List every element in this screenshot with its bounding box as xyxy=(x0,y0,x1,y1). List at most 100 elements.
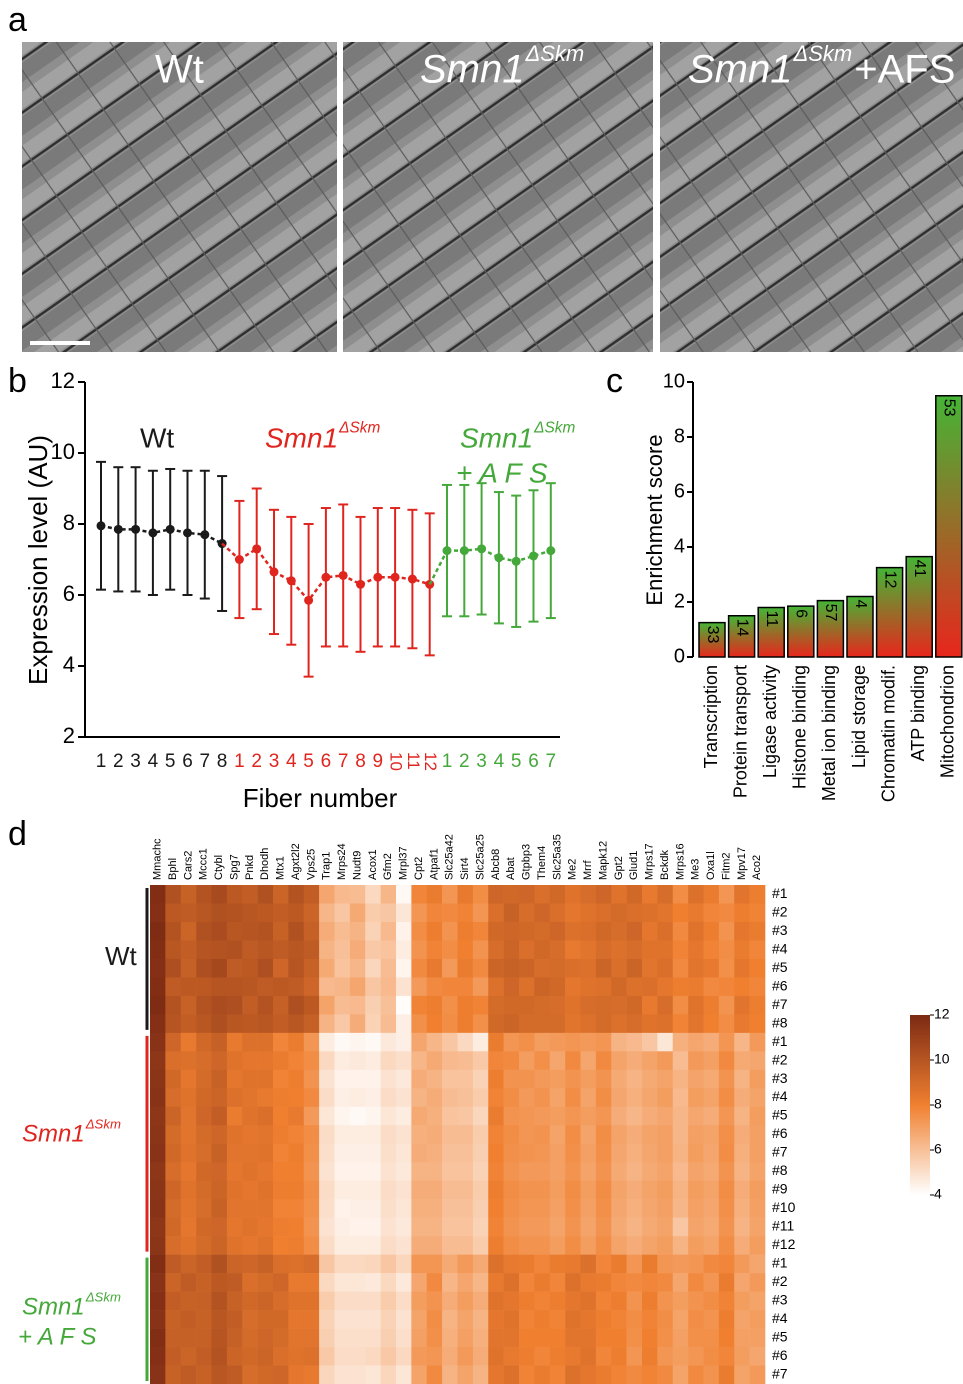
heatmap-cell xyxy=(396,1236,412,1255)
heatmap-cell xyxy=(657,1014,674,1034)
heatmap-cell xyxy=(503,1162,520,1182)
heatmap-cell xyxy=(334,885,351,904)
heatmap-cell xyxy=(580,1125,597,1145)
heatmap-cell xyxy=(226,1328,243,1348)
heatmap-cell xyxy=(472,1199,489,1218)
heatmap-cell xyxy=(688,1310,704,1329)
heatmap-cell xyxy=(718,1217,735,1237)
heatmap-cell xyxy=(288,1291,305,1311)
heatmap-cell xyxy=(165,1125,182,1145)
heatmap-cell xyxy=(442,1162,458,1182)
heatmap-cell xyxy=(488,1051,504,1071)
heatmap-cell xyxy=(718,1051,735,1071)
heatmap-cell xyxy=(411,940,428,960)
heatmap-cell xyxy=(472,977,489,997)
heatmap-cell xyxy=(503,1088,520,1108)
x-tick-label: 7 xyxy=(200,751,211,772)
heatmap-cell xyxy=(273,1069,289,1089)
row-label: #8 xyxy=(772,1162,788,1178)
heatmap-cell xyxy=(273,1217,289,1237)
bar-count: 11 xyxy=(763,611,780,628)
heatmap-cell xyxy=(749,903,766,923)
heatmap-cell xyxy=(303,885,320,904)
row-label: #5 xyxy=(772,959,788,975)
heatmap-cell xyxy=(242,1347,258,1366)
heatmap-cell xyxy=(718,903,735,923)
heatmap-cell xyxy=(396,1291,412,1311)
heatmap-cell xyxy=(534,1106,551,1126)
heatmap-cell xyxy=(196,940,212,960)
heatmap-cell xyxy=(180,1273,197,1292)
heatmap-cell xyxy=(672,1328,689,1348)
heatmap-cell xyxy=(226,1199,243,1218)
row-label: #6 xyxy=(772,1347,788,1363)
heatmap-cell xyxy=(565,1347,581,1366)
row-label: #1 xyxy=(772,1255,788,1271)
heatmap-cell xyxy=(288,1051,305,1071)
heatmap-cell xyxy=(626,958,643,978)
heatmap-cell xyxy=(488,1199,504,1218)
heatmap-cell xyxy=(734,1014,750,1034)
heatmap-cell xyxy=(642,1199,658,1218)
column-label: Aco2 xyxy=(751,855,763,880)
heatmap-cell xyxy=(488,903,504,923)
heatmap-cell xyxy=(642,1088,658,1108)
heatmap-cell xyxy=(672,958,689,978)
heatmap-cell xyxy=(242,977,258,997)
heatmap-cell xyxy=(411,1199,428,1218)
heatmap-cell xyxy=(257,1162,274,1182)
heatmap-cell xyxy=(580,995,597,1015)
heatmap-cell xyxy=(196,1365,212,1384)
heatmap-cell xyxy=(472,885,489,904)
heatmap-cell xyxy=(242,1291,258,1311)
heatmap-cell xyxy=(257,1106,274,1126)
heatmap-cell xyxy=(349,1199,366,1218)
heatmap-cell xyxy=(611,1088,627,1108)
heatmap-cell xyxy=(503,1143,520,1163)
heatmap-cell xyxy=(257,1217,274,1237)
heatmap-cell xyxy=(503,903,520,923)
heatmap-cell xyxy=(150,1180,166,1200)
heatmap-cell xyxy=(396,1273,412,1292)
heatmap-cell xyxy=(734,1347,750,1366)
heatmap-cell xyxy=(426,1347,443,1366)
heatmap-cell xyxy=(319,1180,335,1200)
heatmap-cell xyxy=(242,1273,258,1292)
heatmap-cell xyxy=(380,1051,397,1071)
x-tick-label: Ligase activity xyxy=(760,665,780,778)
heatmap-cell xyxy=(150,1088,166,1108)
x-tick-label: Lipid storage xyxy=(849,665,869,768)
heatmap-cell xyxy=(688,903,704,923)
heatmap-cell xyxy=(595,1088,612,1108)
heatmap-cell xyxy=(426,1328,443,1348)
heatmap-cell xyxy=(273,1365,289,1384)
heatmap-cell xyxy=(688,885,704,904)
x-tick-label: 4 xyxy=(286,751,297,772)
heatmap-cell xyxy=(626,1291,643,1311)
micrograph xyxy=(22,42,337,352)
heatmap-cell xyxy=(549,1328,566,1348)
heatmap-cell xyxy=(626,995,643,1015)
heatmap-cell xyxy=(580,1032,597,1052)
heatmap-cell xyxy=(472,958,489,978)
heatmap-cell xyxy=(442,1347,458,1366)
heatmap-cell xyxy=(426,1088,443,1108)
heatmap-cell xyxy=(611,1199,627,1218)
heatmap-cell xyxy=(642,1162,658,1182)
heatmap-cell xyxy=(273,1180,289,1200)
heatmap-cell xyxy=(226,1217,243,1237)
heatmap-cell xyxy=(519,1236,535,1255)
heatmap-cell xyxy=(457,1328,474,1348)
heatmap-cell xyxy=(319,1217,335,1237)
heatmap-cell xyxy=(534,1032,551,1052)
heatmap-cell xyxy=(503,1310,520,1329)
heatmap-cell xyxy=(150,1032,166,1052)
heatmap-cell xyxy=(503,1236,520,1255)
heatmap-cell xyxy=(657,958,674,978)
heatmap-cell xyxy=(180,1032,197,1052)
heatmap-cell xyxy=(303,1236,320,1255)
x-tick-label: 6 xyxy=(321,751,332,772)
x-tick-label: 1 xyxy=(442,751,453,772)
heatmap-cell xyxy=(442,940,458,960)
heatmap-cell xyxy=(442,1180,458,1200)
